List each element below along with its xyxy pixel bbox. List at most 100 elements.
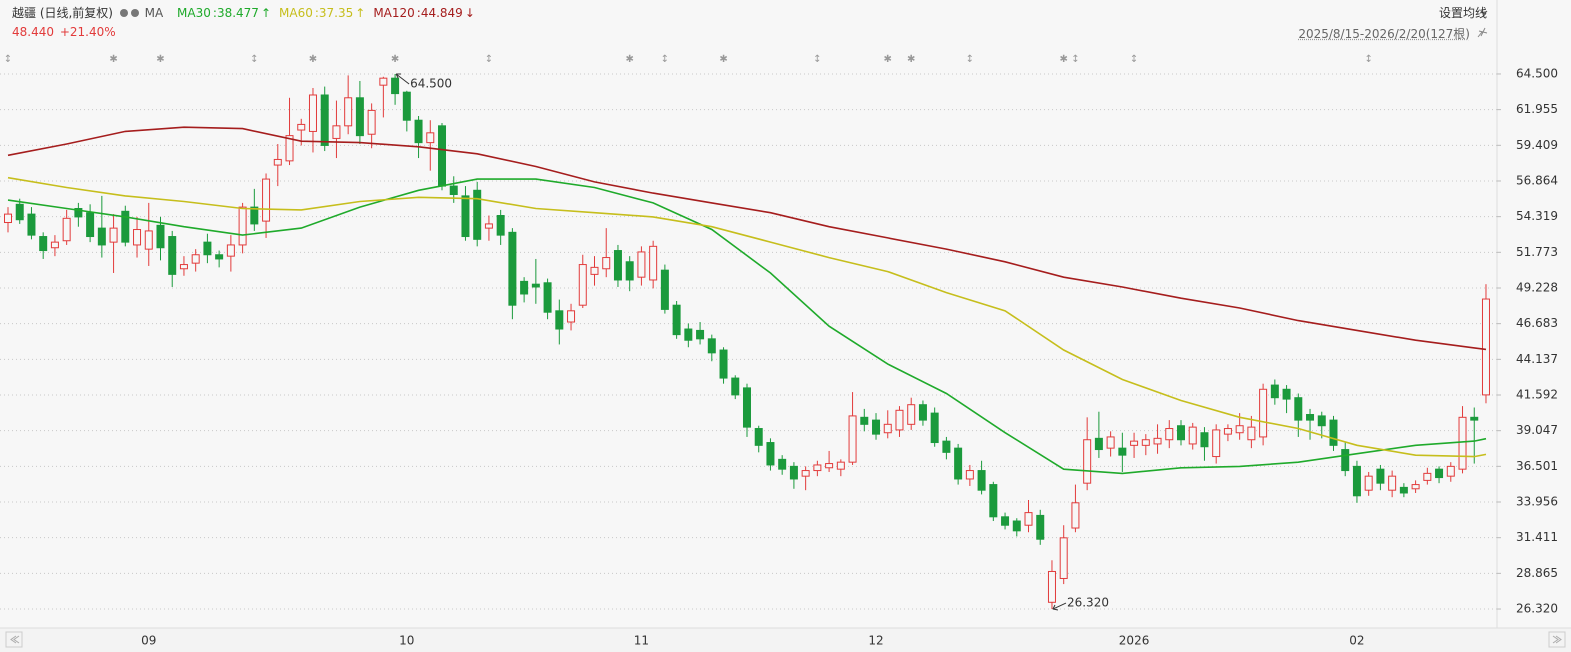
candle-body — [1247, 426, 1256, 441]
event-marker: ✱ — [109, 54, 117, 65]
x-tick-label: 11 — [634, 634, 649, 648]
candle-body — [1024, 512, 1033, 526]
event-marker: ↕ — [966, 54, 974, 65]
candle-body — [942, 440, 951, 453]
candle-body — [660, 269, 669, 310]
quote: 48.440 +21.40% — [12, 25, 118, 39]
stock-title: 越疆 (日线,前复权) — [12, 6, 113, 20]
candle-body — [1317, 415, 1326, 427]
candle-body — [109, 227, 118, 243]
event-marker: ✱ — [625, 54, 633, 65]
candle-body — [918, 404, 927, 421]
event-marker: ↕ — [1364, 54, 1372, 65]
y-tick-label: 54.319 — [1516, 209, 1558, 223]
indicator-icons[interactable] — [119, 8, 141, 18]
candle-body — [1423, 472, 1432, 481]
annotation-label: 64.500 — [410, 76, 452, 90]
candle-body — [872, 419, 881, 435]
candle-body — [1341, 449, 1350, 472]
candle-body — [320, 94, 329, 146]
candle-body — [379, 77, 388, 86]
candle-body — [1200, 432, 1209, 448]
annotation-arrow — [395, 73, 410, 85]
candle-body — [731, 377, 740, 396]
event-marker: ↕ — [4, 54, 12, 65]
candle-body — [742, 387, 751, 428]
candle-body — [285, 135, 294, 162]
x-tick-label: 02 — [1349, 634, 1364, 648]
candle-body — [262, 178, 271, 222]
candle-body — [578, 264, 587, 306]
candle-body — [1071, 502, 1080, 529]
pin-icon — [1477, 27, 1488, 38]
candle-body — [1001, 516, 1010, 526]
candle-body — [1364, 475, 1373, 491]
y-tick-label: 59.409 — [1516, 138, 1558, 152]
y-tick-label: 51.773 — [1516, 245, 1558, 259]
scroll-left[interactable] — [5, 631, 23, 648]
legend-trend: ↑ — [355, 6, 366, 20]
candle-body — [1352, 465, 1361, 497]
x-tick-label: 12 — [868, 634, 883, 648]
range-label[interactable]: 2025/8/15-2026/2/20(127根) — [1298, 27, 1470, 41]
legend-name: MA60 — [279, 6, 313, 20]
candle-body — [1153, 437, 1162, 445]
candle-body — [989, 484, 998, 518]
candle-body — [74, 208, 83, 218]
event-marker: ✱ — [719, 54, 727, 65]
y-tick-label: 61.955 — [1516, 102, 1558, 116]
dropdown-icon[interactable] — [1480, 10, 1488, 15]
candle-body — [613, 250, 622, 281]
annotation-arrowhead — [1052, 604, 1059, 611]
candle-body — [144, 230, 153, 250]
quote-change: +21.40% — [59, 25, 116, 39]
candle-body — [1270, 384, 1279, 399]
candle-body — [1141, 439, 1150, 446]
x-tick-label: 2026 — [1119, 634, 1150, 648]
event-marker: ↕ — [250, 54, 258, 65]
event-marker: ↕ — [661, 54, 669, 65]
candle-body — [707, 338, 716, 354]
event-marker: ✱ — [156, 54, 164, 65]
candle-body — [1106, 436, 1115, 449]
legend-separator: : — [314, 6, 319, 20]
scroll-right-icon — [1552, 635, 1562, 644]
candle-body — [672, 304, 681, 336]
candle-body — [649, 245, 658, 281]
candle-body — [907, 404, 916, 425]
scroll-right[interactable] — [1548, 631, 1566, 648]
candle-body — [1212, 429, 1221, 458]
legend-separator: : — [416, 6, 421, 20]
candle-body — [567, 310, 576, 323]
candle-body — [696, 329, 705, 340]
y-tick-label: 26.320 — [1516, 602, 1558, 616]
candle-body — [1282, 388, 1291, 400]
y-tick-label: 31.411 — [1516, 530, 1558, 544]
candle-body — [1165, 428, 1174, 441]
event-marker: ✱ — [1060, 54, 1068, 65]
candle-body — [789, 465, 798, 480]
ma-line — [7, 126, 1487, 351]
candle-body — [1059, 537, 1068, 579]
candle-body — [344, 97, 353, 127]
y-tick-label: 56.864 — [1516, 173, 1558, 187]
candle-body — [449, 185, 458, 195]
candle-body — [27, 213, 36, 236]
candle-body — [1118, 447, 1127, 456]
y-tick-label: 46.683 — [1516, 316, 1558, 330]
candle-body — [332, 125, 341, 139]
x-tick-label: 09 — [141, 634, 156, 648]
candle-body — [1481, 298, 1490, 396]
candle-body — [1047, 570, 1056, 603]
candle-body — [1130, 440, 1139, 446]
candle-body — [836, 461, 845, 470]
candle-body — [977, 470, 986, 491]
event-marker: ✱ — [391, 54, 399, 65]
candle-body — [801, 470, 810, 477]
candle-body — [895, 409, 904, 431]
settings-button[interactable]: 设置均线 — [1438, 6, 1487, 20]
candle-body — [1376, 468, 1385, 484]
